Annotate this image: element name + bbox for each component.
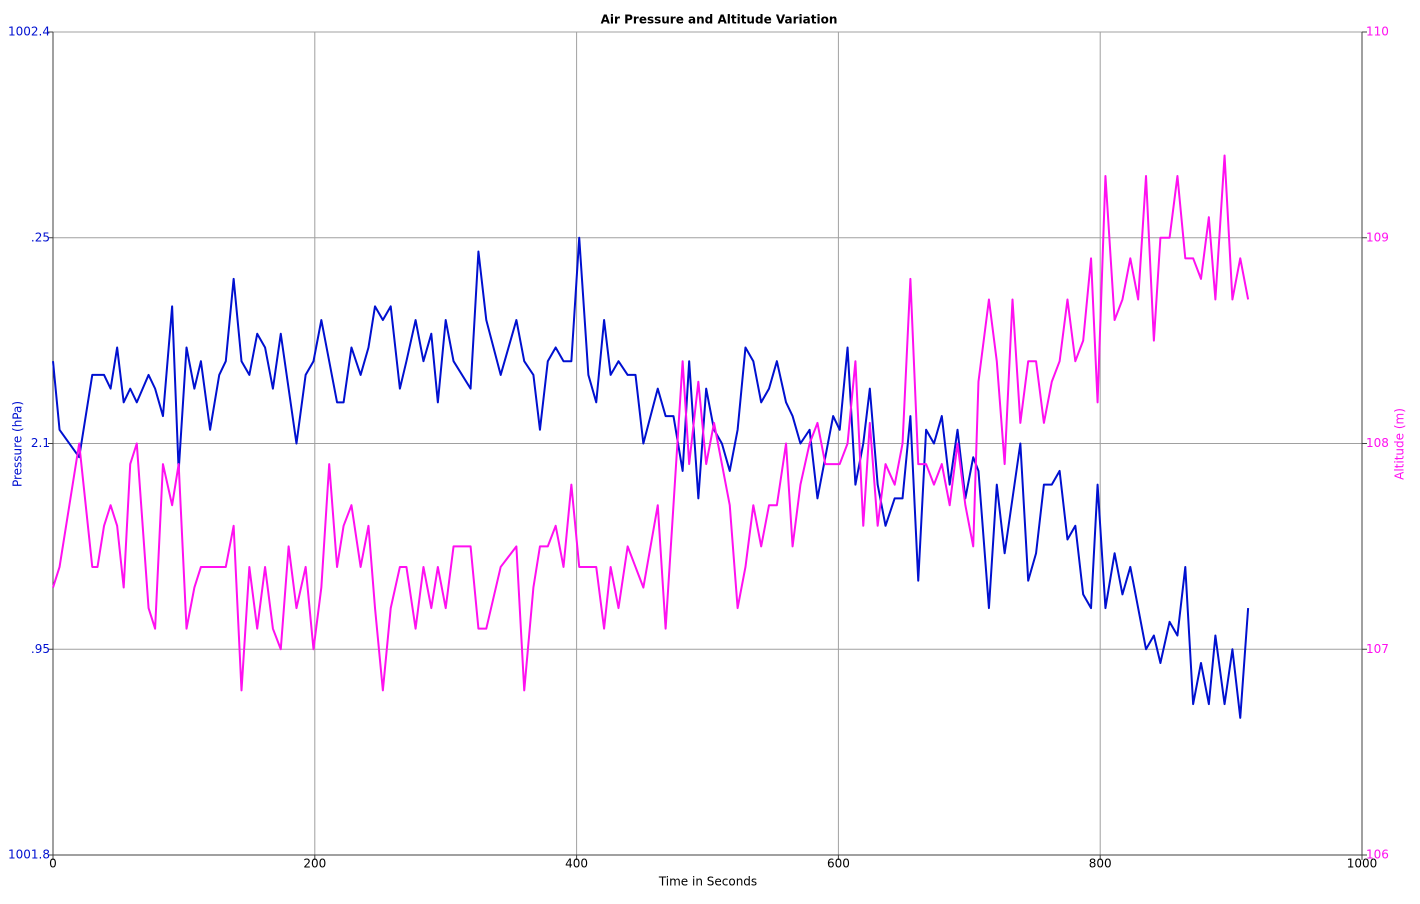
y2-tick-label: 109 <box>1366 230 1389 244</box>
x-tick-label: 0 <box>49 857 57 871</box>
y2-tick-label: 107 <box>1366 642 1389 656</box>
chart-title: Air Pressure and Altitude Variation <box>601 13 838 27</box>
y-tick-label: .95 <box>31 642 50 656</box>
x-tick-label: 400 <box>565 857 588 871</box>
series-line <box>52 236 1250 719</box>
x-tick-label: 600 <box>827 857 850 871</box>
y-tick-label: 1002.4 <box>8 25 50 39</box>
y-tick-label: 1001.8 <box>8 848 50 862</box>
y-tick-label: .25 <box>31 230 50 244</box>
x-tick-label: 200 <box>303 857 326 871</box>
y-axis-label: Pressure (hPa) <box>11 401 25 487</box>
y2-tick-label: 110 <box>1366 25 1389 39</box>
y-tick-label: 2.1 <box>31 436 50 450</box>
y2-tick-label: 106 <box>1366 848 1389 862</box>
series-line <box>52 154 1250 692</box>
x-axis-label: Time in Seconds <box>658 875 757 889</box>
y2-tick-label: 108 <box>1366 436 1389 450</box>
x-tick-label: 1000 <box>1347 857 1378 871</box>
x-tick-label: 800 <box>1089 857 1112 871</box>
y2-axis-label: Altitude (m) <box>1393 408 1407 480</box>
